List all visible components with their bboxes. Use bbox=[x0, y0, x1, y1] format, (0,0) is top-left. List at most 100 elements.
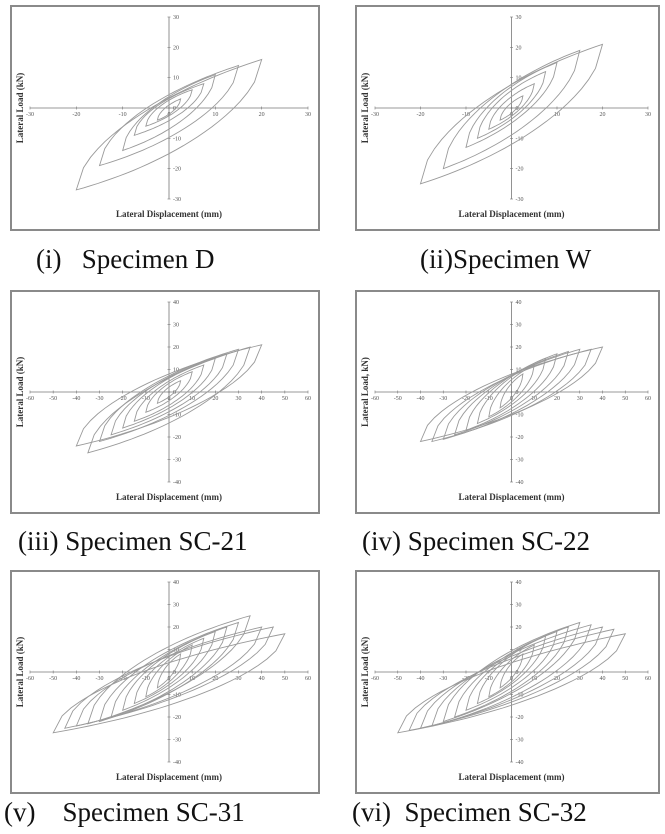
chart-panel-specimen-sc22: -60 -50 -40 -30 -20 -10 0 10 20 30 40 50 60 -40 -30 -20… bbox=[355, 290, 660, 514]
x-tick-label: 0 bbox=[168, 112, 171, 118]
x-tick-label: -10 bbox=[462, 112, 470, 118]
hysteresis-loop bbox=[442, 621, 581, 723]
x-tick-label: -30 bbox=[439, 396, 447, 402]
hysteresis-chart-sc31: -60 -50 -40 -30 -20 -10 0 10 20 30 40 50 60 -40 -30 -20… bbox=[10, 570, 320, 794]
y-tick-label: -20 bbox=[516, 715, 524, 721]
y-axis-label: Lateral Load (kN) bbox=[15, 637, 25, 708]
hysteresis-loop bbox=[419, 626, 604, 729]
hysteresis-loop bbox=[156, 380, 182, 405]
x-tick-label: 40 bbox=[600, 396, 606, 402]
hysteresis-loop bbox=[453, 626, 570, 718]
x-tick-label: -30 bbox=[26, 112, 34, 118]
x-tick-label: -30 bbox=[439, 676, 447, 682]
y-axis-label: Lateral Load (kN) bbox=[360, 73, 370, 144]
x-tick-label: 50 bbox=[622, 676, 628, 682]
y-tick-label: -30 bbox=[173, 458, 181, 464]
caption-specimen-d: (i) Specimen D bbox=[36, 244, 215, 274]
hysteresis-loop bbox=[156, 653, 182, 689]
y-tick-label: -30 bbox=[173, 738, 181, 744]
x-tick-label: 10 bbox=[189, 396, 195, 402]
x-tick-label: 20 bbox=[554, 676, 560, 682]
caption-specimen-sc21: (iii) Specimen SC-21 bbox=[18, 526, 248, 556]
y-tick-label: 0 bbox=[173, 390, 176, 396]
hysteresis-loop bbox=[145, 89, 193, 127]
x-tick-label: 0 bbox=[510, 112, 513, 118]
hysteresis-loop bbox=[98, 64, 240, 167]
y-tick-label: -20 bbox=[173, 167, 181, 173]
y-tick-label: -20 bbox=[516, 167, 524, 173]
y-tick-label: -10 bbox=[516, 693, 524, 699]
y-tick-label: 20 bbox=[173, 345, 179, 351]
y-tick-label: -40 bbox=[516, 760, 524, 766]
x-tick-label: -20 bbox=[119, 676, 127, 682]
x-tick-label: -30 bbox=[96, 396, 104, 402]
hysteresis-chart-w: -30 -20 -10 0 10 20 30-30-20-100102030Lateral … bbox=[355, 5, 660, 231]
x-tick-label: 30 bbox=[305, 112, 311, 118]
x-tick-label: -20 bbox=[72, 112, 80, 118]
hysteresis-loop bbox=[122, 73, 216, 152]
hysteresis-loop bbox=[499, 653, 524, 689]
x-axis-label: Lateral Displacement (mm) bbox=[459, 492, 565, 502]
hysteresis-loop bbox=[419, 346, 604, 443]
hysteresis-chart-sc22: -60 -50 -40 -30 -20 -10 0 10 20 30 40 50 60 -40 -30 -20… bbox=[355, 290, 660, 514]
y-tick-label: -10 bbox=[173, 413, 181, 419]
x-tick-label: -20 bbox=[417, 112, 425, 118]
hysteresis-loop bbox=[64, 626, 275, 729]
y-tick-label: -40 bbox=[173, 760, 181, 766]
y-tick-label: 10 bbox=[173, 648, 179, 654]
y-tick-label: 0 bbox=[516, 106, 519, 112]
y-tick-label: 20 bbox=[516, 345, 522, 351]
chart-panel-specimen-d: -30 -20 -10 0 10 20 30 -30 -20 -10 0 10 20 30 Lateral … bbox=[10, 5, 320, 231]
y-axis-label: Lateral Load (kN) bbox=[15, 357, 25, 428]
x-tick-label: 50 bbox=[622, 396, 628, 402]
hysteresis-loop bbox=[133, 637, 205, 705]
hysteresis-loop bbox=[75, 58, 263, 191]
hysteresis-loop bbox=[133, 364, 205, 423]
y-tick-label: 40 bbox=[516, 300, 522, 306]
x-tick-label: 50 bbox=[282, 396, 288, 402]
y-tick-label: -20 bbox=[173, 435, 181, 441]
chart-frame bbox=[10, 290, 320, 514]
x-tick-label: 40 bbox=[600, 676, 606, 682]
hysteresis-loop bbox=[488, 644, 535, 698]
x-tick-label: 40 bbox=[259, 396, 265, 402]
y-tick-label: 20 bbox=[516, 625, 522, 631]
y-tick-label: 20 bbox=[173, 45, 179, 51]
hysteresis-loop bbox=[476, 70, 547, 140]
caption-specimen-w: (ii)Specimen W bbox=[420, 244, 592, 274]
y-tick-label: 10 bbox=[173, 368, 179, 374]
y-tick-label: 20 bbox=[516, 45, 522, 51]
x-tick-label: 40 bbox=[259, 676, 265, 682]
hysteresis-loop bbox=[87, 346, 251, 454]
y-tick-label: 30 bbox=[173, 323, 179, 329]
chart-panel-specimen-sc21: -60 -50 -40 -30 -20 -10 0 10 20 30 40 50 60 -40 -30 -20… bbox=[10, 290, 320, 514]
y-tick-label: 20 bbox=[173, 625, 179, 631]
y-tick-label: -20 bbox=[173, 715, 181, 721]
hysteresis-loop bbox=[465, 353, 558, 432]
chart-frame bbox=[355, 5, 660, 231]
x-tick-label: 30 bbox=[577, 396, 583, 402]
caption-specimen-sc22: (iv) Specimen SC-22 bbox=[362, 526, 590, 556]
caption-specimen-sc32: (vi) Specimen SC-32 bbox=[352, 797, 587, 827]
x-tick-label: -30 bbox=[371, 112, 379, 118]
hysteresis-chart-sc21: -60 -50 -40 -30 -20 -10 0 10 20 30 40 50 60 -40 -30 -20… bbox=[10, 290, 320, 514]
hysteresis-chart-sc32: -60 -50 -40 -30 -20 -10 0 10 20 30 40 50 60-40-30-20… bbox=[355, 570, 660, 794]
chart-panel-specimen-sc32: -60 -50 -40 -30 -20 -10 0 10 20 30 40 50 60 -40 -30 -20… bbox=[355, 570, 660, 794]
hysteresis-loop bbox=[442, 348, 581, 440]
x-tick-label: 20 bbox=[554, 396, 560, 402]
x-tick-label: -40 bbox=[417, 396, 425, 402]
hysteresis-loop bbox=[133, 82, 205, 136]
y-tick-label: -30 bbox=[173, 197, 181, 203]
x-tick-label: 60 bbox=[305, 396, 311, 402]
y-tick-label: -30 bbox=[516, 738, 524, 744]
x-tick-label: 60 bbox=[645, 396, 651, 402]
hysteresis-loop bbox=[75, 344, 263, 447]
hysteresis-loop bbox=[465, 61, 558, 149]
caption-specimen-sc31: (v) Specimen SC-31 bbox=[4, 797, 245, 827]
y-tick-label: 10 bbox=[516, 76, 522, 82]
y-axis-label: Lateral Load (kN) bbox=[15, 73, 25, 144]
y-tick-label: 0 bbox=[173, 670, 176, 676]
x-tick-label: -40 bbox=[417, 676, 425, 682]
x-tick-label: -60 bbox=[26, 396, 34, 402]
x-tick-label: -10 bbox=[119, 112, 127, 118]
